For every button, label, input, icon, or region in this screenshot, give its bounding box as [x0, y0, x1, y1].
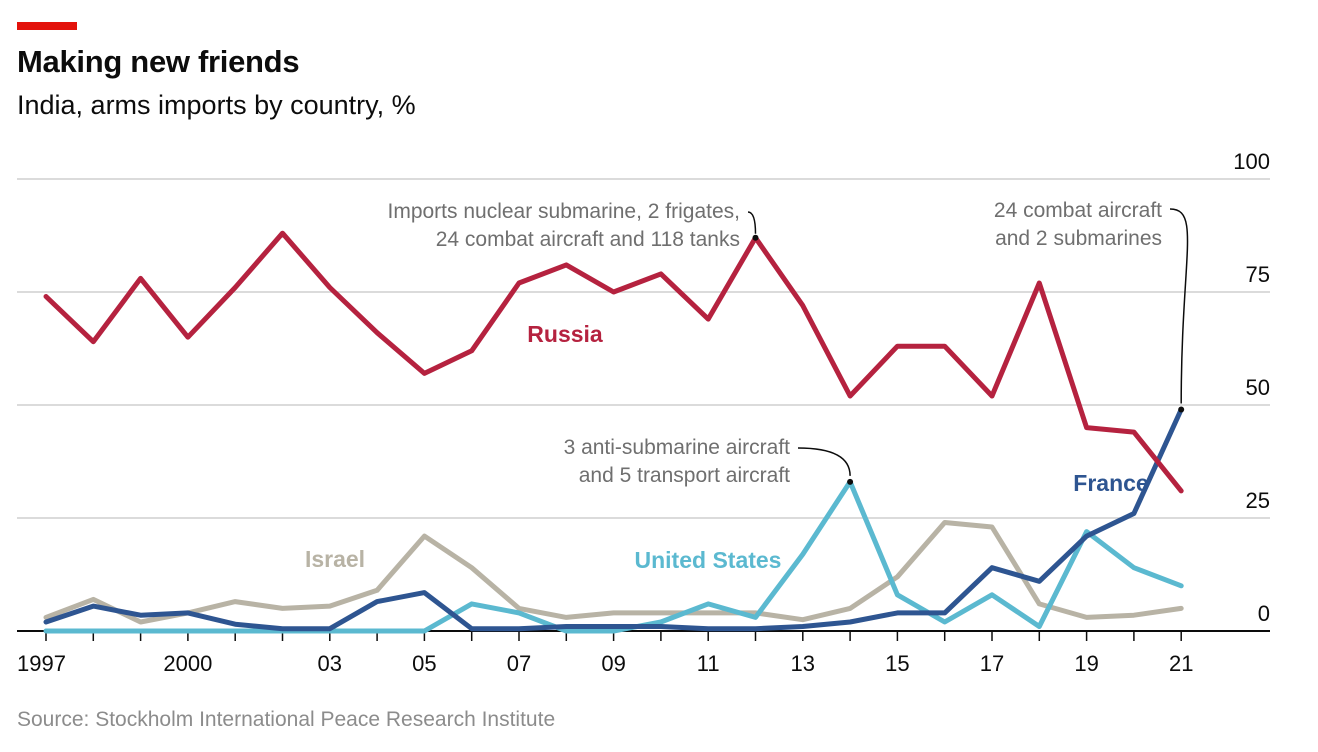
series-line-israel: [43, 520, 1184, 625]
y-tick-label-50: 50: [1246, 375, 1270, 400]
annotation-3-line-1: 3 anti-submarine aircraft: [564, 436, 791, 459]
chart-title: Making new friends: [17, 44, 300, 79]
y-tick-label-0: 0: [1258, 601, 1270, 626]
series-line-russia: [43, 230, 1184, 494]
x-tick-label-11: 11: [697, 651, 720, 676]
x-tick-label-19: 19: [1074, 651, 1098, 676]
annotation-3-line-2: and 5 transport aircraft: [579, 464, 790, 487]
series-label-israel: Israel: [305, 546, 365, 572]
y-tick-label-25: 25: [1246, 488, 1270, 513]
x-tick-label-13: 13: [791, 651, 815, 676]
annotation-1-marker: [752, 234, 759, 241]
annotation-3-leader-line: [797, 447, 851, 476]
annotation-1-leader-line: [747, 211, 757, 234]
y-tick-label-100: 100: [1233, 149, 1270, 174]
x-tick-label-17: 17: [980, 651, 1004, 676]
series-line-united-states: [43, 479, 1184, 634]
annotation-1-line-1: Imports nuclear submarine, 2 frigates,: [388, 200, 741, 223]
x-tick-label-09: 09: [601, 651, 625, 676]
annotation-2-marker: [1178, 406, 1185, 413]
x-tick-label-21: 21: [1169, 651, 1193, 676]
source-note: Source: Stockholm International Peace Re…: [17, 708, 556, 731]
annotation-2-line-1: 24 combat aircraft: [994, 199, 1162, 222]
annotation-3-marker: [847, 478, 854, 485]
x-tick-label-07: 07: [507, 651, 531, 676]
annotation-1-line-2: 24 combat aircraft and 118 tanks: [436, 228, 740, 251]
series-label-united-states: United States: [635, 547, 782, 573]
y-tick-label-75: 75: [1246, 262, 1270, 287]
x-tick-label-05: 05: [412, 651, 436, 676]
series-label-russia: Russia: [527, 321, 603, 347]
series-line-france: [43, 407, 1184, 632]
annotation-2-leader-line: [1169, 208, 1189, 404]
accent-bar: [17, 22, 77, 30]
chart-subtitle: India, arms imports by country, %: [17, 90, 416, 120]
x-tick-label-15: 15: [885, 651, 909, 676]
x-tick-label-2000: 2000: [163, 651, 212, 676]
annotation-2-line-2: and 2 submarines: [995, 227, 1162, 250]
x-tick-label-03: 03: [318, 651, 342, 676]
series-label-france: France: [1073, 470, 1148, 496]
line-chart: 0 25 50 75 100 1997 2000 03 05 07 09 11 13 15 17 19 21 Ru…: [17, 149, 1270, 676]
x-tick-label-1997: 1997: [17, 651, 66, 676]
